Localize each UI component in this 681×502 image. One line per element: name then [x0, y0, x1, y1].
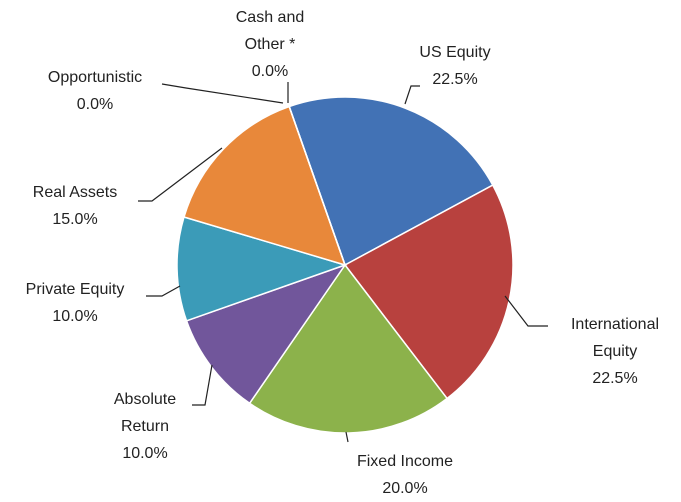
leader-line	[146, 285, 181, 297]
slice-value-label: 0.0%	[251, 63, 289, 80]
slice-value-label: 15.0%	[52, 211, 98, 228]
leader-line	[138, 147, 223, 202]
pie-slice	[288, 96, 494, 267]
slice-label: US Equity	[419, 44, 491, 61]
pie-slice	[288, 106, 346, 266]
slice-label: Absolute Return	[113, 391, 177, 435]
slice-value-label: 10.0%	[52, 308, 98, 325]
leader-line	[404, 85, 420, 105]
pie-slice	[343, 184, 514, 400]
leader-line	[345, 431, 349, 443]
slice-label: Opportunistic	[47, 69, 143, 86]
pie-slice	[176, 216, 348, 322]
pie-slice	[248, 263, 449, 434]
slice-label: International Equity	[570, 316, 660, 360]
leader-line	[192, 364, 213, 406]
slice-label: Fixed Income	[356, 453, 454, 470]
pie-slice	[183, 105, 347, 267]
slice-value-label: 20.0%	[382, 480, 428, 497]
leader-line	[161, 83, 284, 104]
slice-value-label: 10.0%	[122, 445, 168, 462]
slice-label: Cash and Other *	[235, 9, 305, 53]
slice-label: Real Assets	[32, 184, 118, 201]
slice-value-label: 0.0%	[76, 96, 114, 113]
slice-label: Private Equity	[25, 281, 125, 298]
leader-line	[504, 295, 548, 327]
slice-value-label: 22.5%	[592, 370, 638, 387]
slice-value-label: 22.5%	[432, 71, 478, 88]
